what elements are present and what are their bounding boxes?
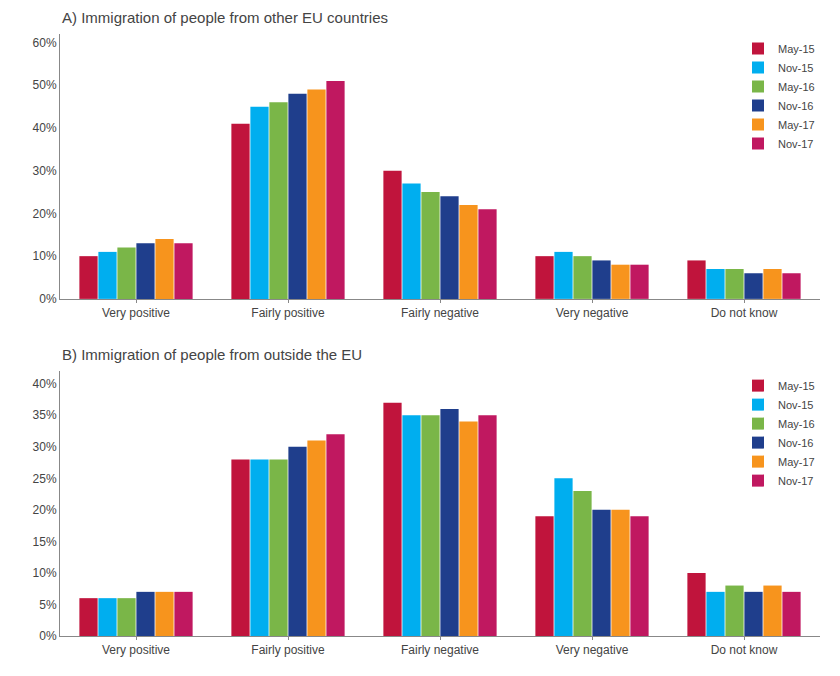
svg-text:Do not know: Do not know bbox=[711, 643, 778, 657]
svg-text:30%: 30% bbox=[33, 164, 57, 178]
svg-text:20%: 20% bbox=[33, 207, 57, 221]
svg-text:0%: 0% bbox=[39, 629, 57, 643]
svg-text:Nov-16: Nov-16 bbox=[778, 100, 813, 112]
svg-text:May-16: May-16 bbox=[778, 418, 815, 430]
svg-text:Fairly negative: Fairly negative bbox=[401, 643, 479, 657]
svg-text:May-16: May-16 bbox=[778, 81, 815, 93]
svg-text:Do not know: Do not know bbox=[711, 306, 778, 320]
svg-text:May-17: May-17 bbox=[778, 456, 815, 468]
svg-text:60%: 60% bbox=[33, 36, 57, 50]
svg-text:Very negative: Very negative bbox=[556, 306, 629, 320]
svg-text:May-17: May-17 bbox=[778, 119, 815, 131]
svg-text:50%: 50% bbox=[33, 78, 57, 92]
svg-text:40%: 40% bbox=[33, 377, 57, 391]
svg-text:0%: 0% bbox=[39, 292, 57, 306]
svg-text:Nov-16: Nov-16 bbox=[778, 437, 813, 449]
svg-text:May-15: May-15 bbox=[778, 380, 815, 392]
svg-text:30%: 30% bbox=[33, 440, 57, 454]
svg-text:Fairly positive: Fairly positive bbox=[251, 306, 325, 320]
svg-text:35%: 35% bbox=[33, 408, 57, 422]
svg-text:Nov-17: Nov-17 bbox=[778, 138, 813, 150]
svg-text:Very positive: Very positive bbox=[102, 306, 170, 320]
svg-text:5%: 5% bbox=[39, 598, 57, 612]
svg-text:40%: 40% bbox=[33, 121, 57, 135]
svg-text:Fairly positive: Fairly positive bbox=[251, 643, 325, 657]
svg-text:15%: 15% bbox=[33, 535, 57, 549]
svg-text:10%: 10% bbox=[33, 249, 57, 263]
svg-text:Nov-17: Nov-17 bbox=[778, 475, 813, 487]
svg-text:10%: 10% bbox=[33, 566, 57, 580]
svg-text:Very negative: Very negative bbox=[556, 643, 629, 657]
svg-text:Very positive: Very positive bbox=[102, 643, 170, 657]
svg-text:Fairly negative: Fairly negative bbox=[401, 306, 479, 320]
svg-text:May-15: May-15 bbox=[778, 43, 815, 55]
svg-text:A) Immigration of people from: A) Immigration of people from other EU c… bbox=[62, 9, 388, 26]
svg-text:B) Immigration of people from: B) Immigration of people from outside th… bbox=[62, 346, 362, 363]
svg-text:Nov-15: Nov-15 bbox=[778, 62, 813, 74]
svg-text:25%: 25% bbox=[33, 472, 57, 486]
svg-text:20%: 20% bbox=[33, 503, 57, 517]
svg-text:Nov-15: Nov-15 bbox=[778, 399, 813, 411]
